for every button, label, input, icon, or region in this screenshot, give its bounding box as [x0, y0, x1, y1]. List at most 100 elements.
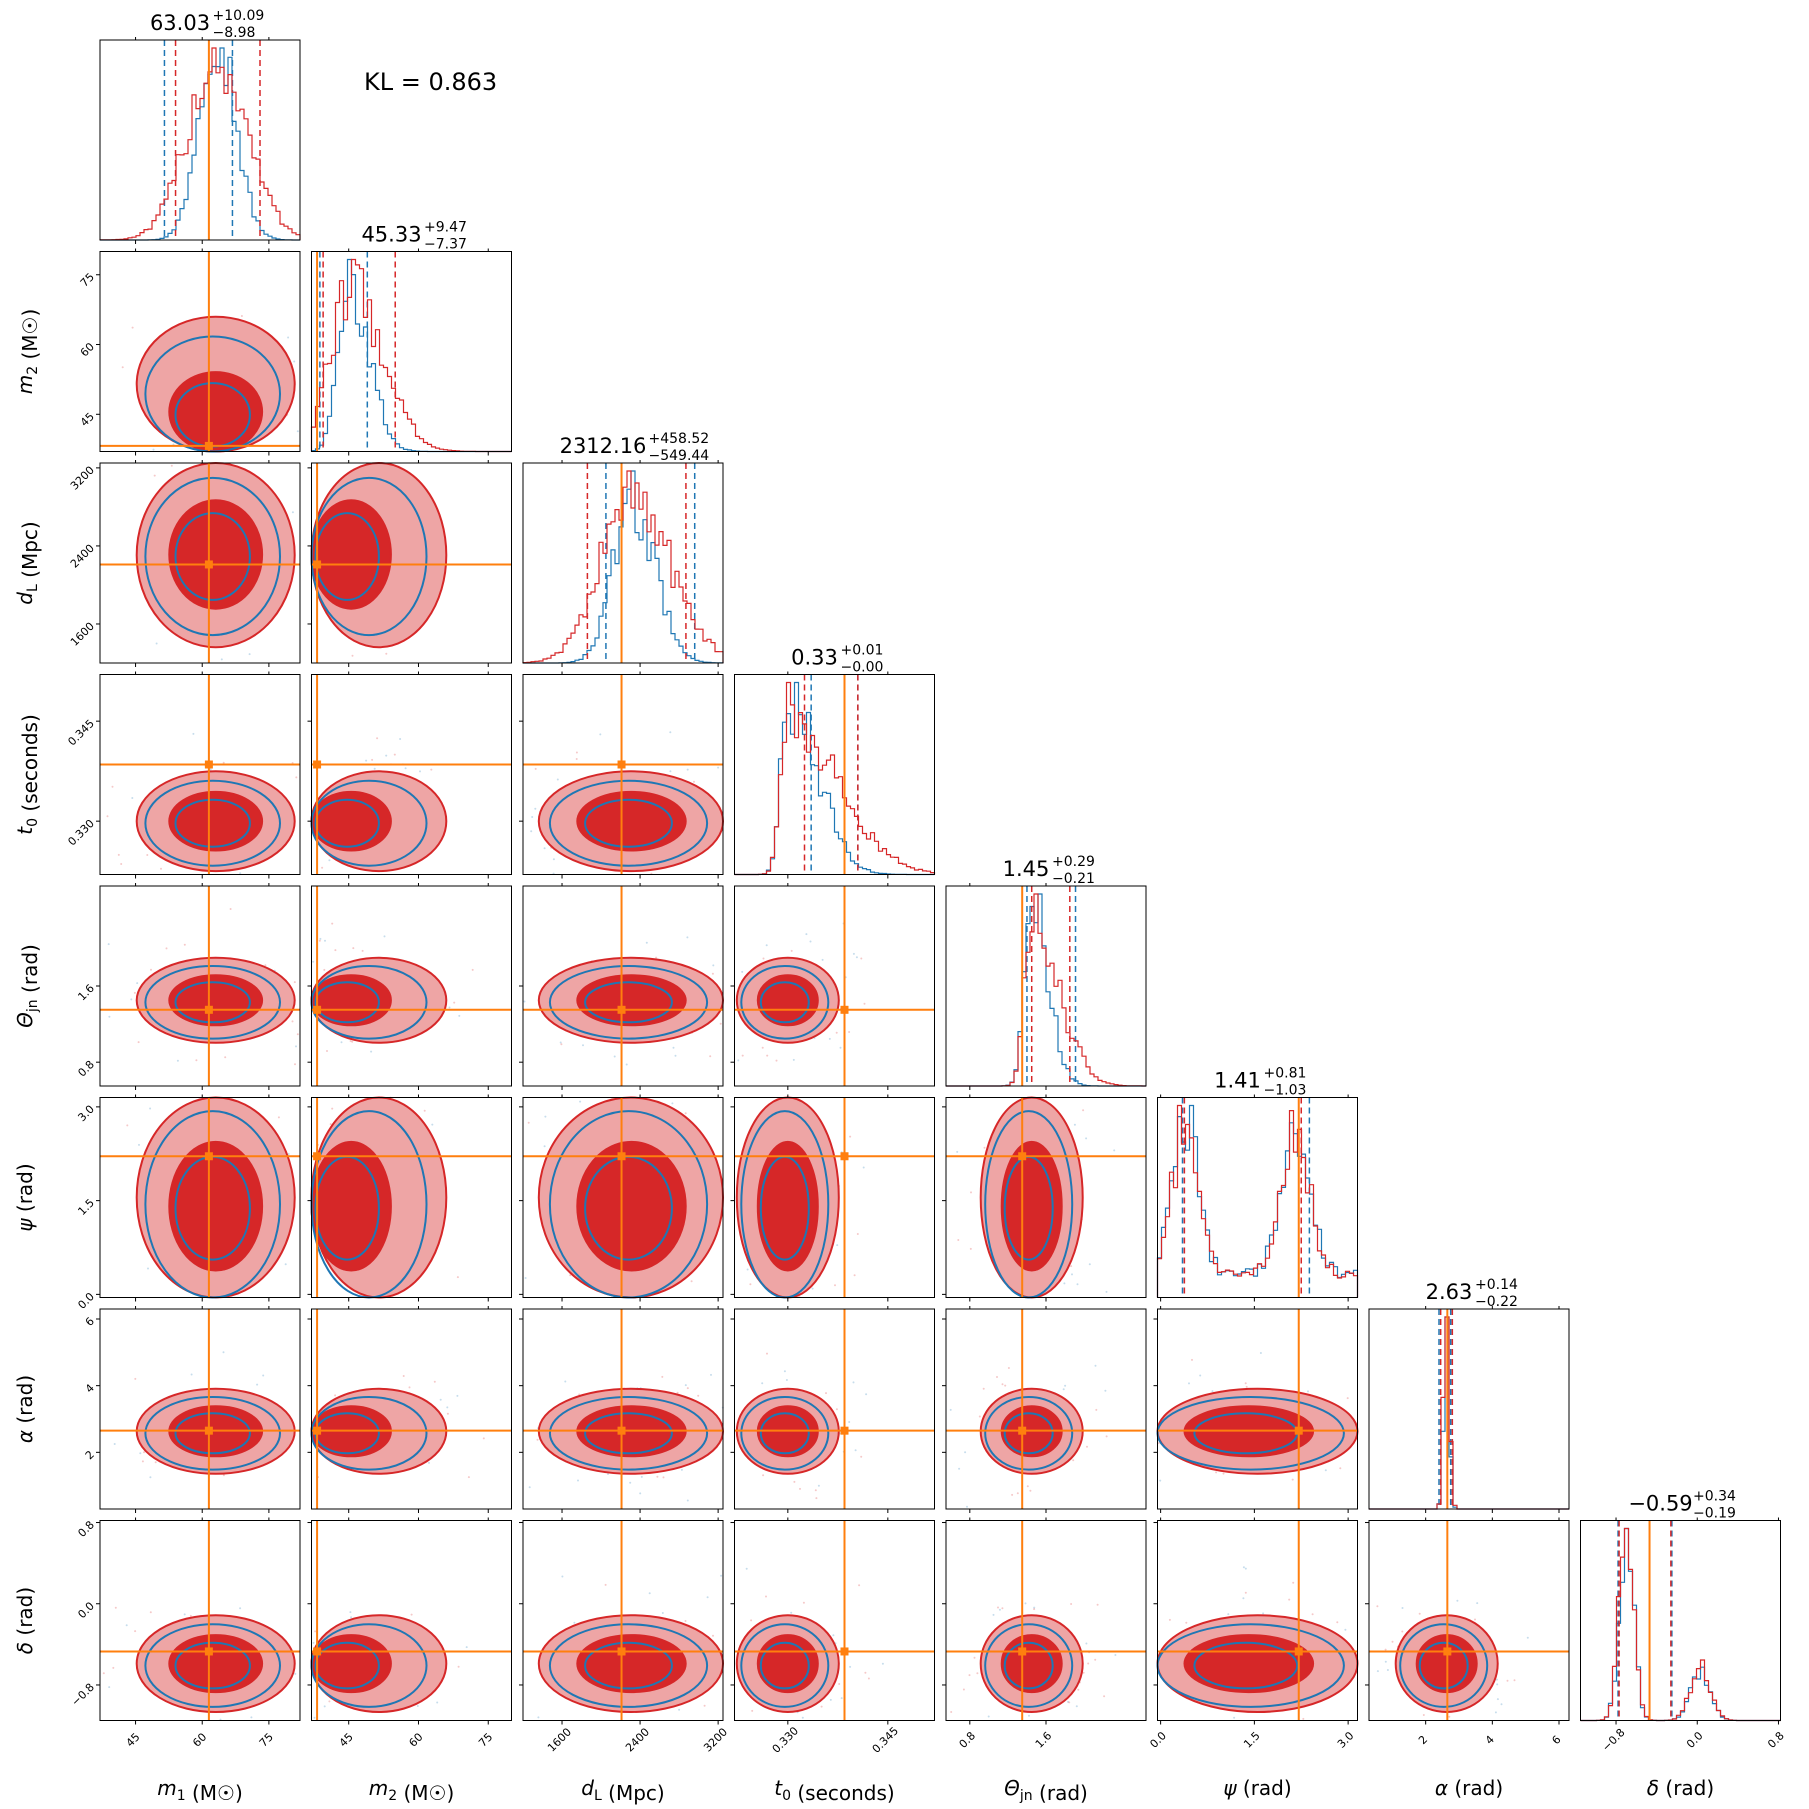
sample-point [1244, 1382, 1247, 1385]
sample-point [775, 1059, 778, 1062]
sample-point [121, 366, 124, 369]
hist-red-3 [734, 681, 936, 876]
sample-point [1244, 1591, 1247, 1594]
y-tick-label: 1.6 [75, 982, 97, 1004]
panel-frame [734, 1308, 935, 1510]
sample-point [828, 1037, 831, 1040]
sample-point [402, 1375, 405, 1377]
sample-point [160, 867, 162, 870]
sample-point [860, 1455, 863, 1458]
sample-point [284, 1263, 287, 1266]
x-tick-label: 0.8 [1765, 1729, 1787, 1751]
contour-blue-1 [584, 798, 673, 848]
y-tick-label: 1.5 [75, 1196, 97, 1218]
sample-point [334, 949, 337, 952]
contour-blue-0 [740, 1396, 830, 1471]
sample-point [534, 807, 537, 810]
sample-point [291, 511, 294, 514]
sample-point [749, 1283, 752, 1286]
x-tick-label: 3.0 [1335, 1729, 1357, 1751]
sample-point [712, 964, 715, 967]
contour-blue-1 [314, 981, 380, 1024]
sample-point [543, 847, 546, 850]
truth-marker [840, 1426, 849, 1435]
y-axis-label-1: m2 (M☉) [13, 309, 42, 395]
sample-point [1001, 1383, 1004, 1386]
title-plus-6: +0.14 [1475, 1277, 1518, 1293]
sample-point [1496, 1698, 1499, 1701]
panel-0-0: 63.03 +10.09−8.98 [99, 8, 301, 244]
y-axis-label-6: α (rad) [13, 1375, 37, 1443]
sample-point [313, 1716, 316, 1719]
sample-point [1474, 1618, 1476, 1621]
sample-point [250, 1716, 253, 1719]
sample-point [996, 1376, 998, 1378]
sample-point [439, 1398, 442, 1401]
hist-red-6 [1369, 1316, 1569, 1510]
sample-point [982, 1387, 985, 1390]
sample-point [137, 1041, 140, 1044]
contour-blue-1 [174, 512, 251, 601]
panel-6-2 [519, 1306, 724, 1513]
panel-frame [99, 674, 301, 875]
y-tick-label: −0.8 [69, 1681, 97, 1709]
sample-point [543, 1145, 546, 1148]
sample-point [138, 1143, 140, 1146]
sample-point [107, 943, 110, 946]
panel-title-6: 2.63 [1426, 1280, 1473, 1304]
truth-marker [313, 1005, 322, 1014]
sample-point [149, 1476, 152, 1479]
sample-point [815, 1497, 818, 1500]
hist-red-7 [1580, 1527, 1781, 1722]
sample-point [669, 770, 672, 773]
sample-point [410, 1613, 413, 1616]
sample-point [858, 1584, 861, 1587]
x-axis-label-4: Θjn (rad) [1004, 1776, 1088, 1805]
sample-point [1159, 1479, 1162, 1482]
sample-point [690, 1280, 693, 1283]
panel-3-0: 0.330 0.345 [65, 671, 301, 879]
contour-blue-1 [584, 981, 673, 1024]
truth-marker [840, 1647, 849, 1656]
sample-point [1245, 1385, 1248, 1388]
sample-point [1028, 1714, 1030, 1717]
sample-point [811, 1287, 814, 1290]
sample-point [639, 1492, 642, 1495]
contour-blue-1 [314, 798, 380, 848]
sample-point [852, 952, 855, 955]
title-plus-0: +10.09 [213, 8, 265, 24]
contour-blue-1 [1193, 1641, 1299, 1690]
sample-point [790, 949, 793, 952]
sample-point [829, 1698, 832, 1701]
sample-point [113, 1443, 116, 1445]
sample-point [170, 464, 173, 467]
contour-blue-0 [740, 1623, 830, 1708]
y-tick-label: 0.330 [65, 817, 96, 848]
sample-point [147, 1267, 149, 1270]
sample-point [404, 767, 407, 770]
contour-blue-0 [984, 1623, 1074, 1708]
panel-6-3 [730, 1306, 935, 1513]
sample-point [1103, 1695, 1106, 1698]
panel-2-1 [307, 460, 512, 667]
sample-point [323, 1705, 326, 1708]
panel-5-0: 0.0 1.5 3.0 [75, 1094, 301, 1312]
sample-point [1062, 1388, 1065, 1391]
sample-point [853, 1274, 856, 1277]
sample-point [1085, 1642, 1088, 1645]
sample-point [629, 1481, 632, 1484]
x-tick-label: 1.6 [1033, 1729, 1055, 1751]
sample-point [296, 1033, 299, 1036]
sample-point [328, 1700, 331, 1703]
contour-blue-0 [144, 779, 281, 867]
truth-marker [204, 1647, 213, 1656]
x-tick-label: 0.330 [770, 1724, 801, 1755]
sample-point [852, 1381, 855, 1384]
y-tick-label: 60 [78, 340, 97, 359]
sample-point [1033, 1608, 1036, 1611]
sample-point [329, 1123, 332, 1126]
x-tick-label: 0.345 [870, 1724, 901, 1755]
sample-point [448, 1006, 451, 1009]
truth-marker [1294, 1426, 1303, 1435]
sample-point [552, 858, 555, 861]
